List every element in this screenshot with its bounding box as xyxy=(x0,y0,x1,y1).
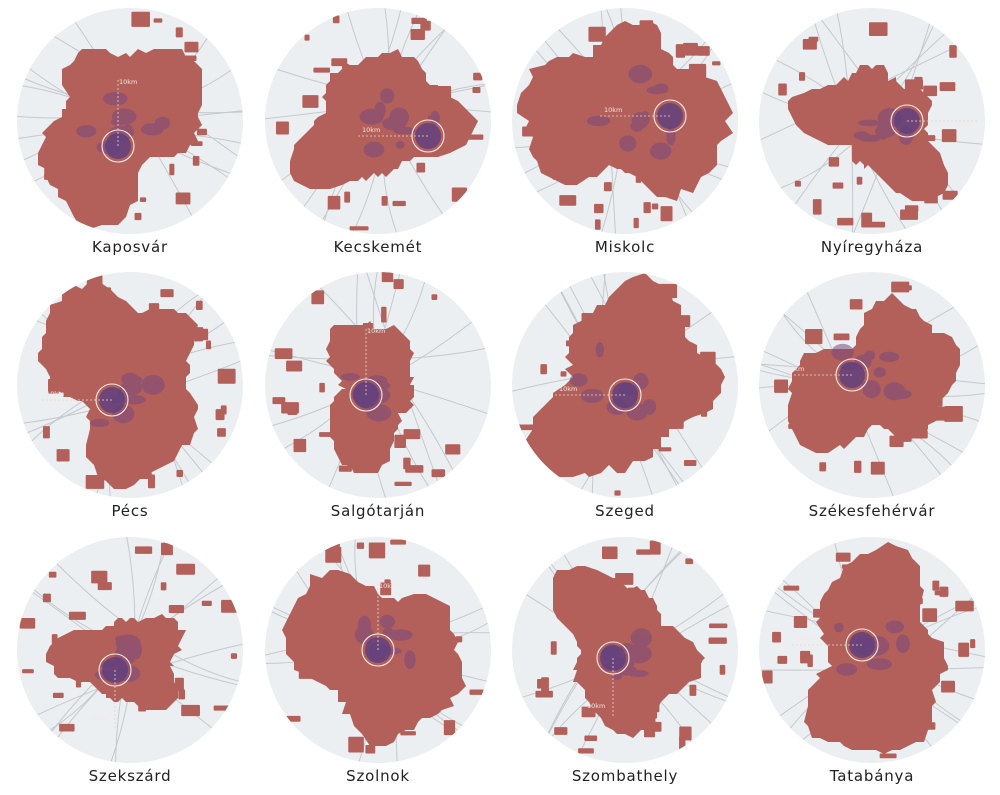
city-map: 10km xyxy=(759,272,985,498)
city-name-label: Salgótarján xyxy=(330,502,426,520)
center-ring xyxy=(349,378,383,412)
scale-label: 10km xyxy=(796,635,814,643)
center-ring xyxy=(596,641,630,675)
city-name-label: Pécs xyxy=(111,502,149,520)
scale-label: 10km xyxy=(379,582,397,590)
city-name-label: Tatabánya xyxy=(829,767,915,785)
city-map-card: 10km Szolnok xyxy=(258,537,498,792)
city-name-label: Szeged xyxy=(595,502,655,520)
scale-label: 10km xyxy=(786,365,804,373)
center-ring xyxy=(411,119,445,153)
center-ring xyxy=(98,653,132,687)
density-hotspots xyxy=(586,64,676,160)
settlement-patches xyxy=(778,22,958,228)
urban-area xyxy=(290,49,478,189)
city-name-label: Szolnok xyxy=(346,767,410,785)
center-ring xyxy=(361,633,395,667)
city-map-card: 10km Szombathely xyxy=(505,537,745,792)
center-ring xyxy=(835,358,869,392)
city-name-label: Miskolc xyxy=(594,238,656,256)
center-ring xyxy=(95,383,129,417)
city-map: 10km xyxy=(265,537,491,763)
city-map-card: 10km Salgótarján xyxy=(258,272,498,527)
density-hotspots xyxy=(359,88,441,158)
center-ring xyxy=(101,129,135,163)
scale-label: 10km xyxy=(46,390,64,398)
city-map: 10km xyxy=(512,272,738,498)
city-map-card: 10km Szeged xyxy=(505,272,745,527)
urban-area xyxy=(525,273,725,477)
city-map: 10km xyxy=(512,8,738,234)
city-name-label: Székesfehérvár xyxy=(808,502,936,520)
center-ring xyxy=(653,99,687,133)
center-ring xyxy=(845,628,879,662)
scale-label: 10km xyxy=(89,714,107,722)
urban-area xyxy=(788,65,948,201)
center-ring xyxy=(608,378,642,412)
center-ring xyxy=(890,104,924,138)
city-map: 10km xyxy=(759,537,985,763)
city-map-card: 10km Pécs xyxy=(10,272,250,527)
city-name-label: Nyíregyháza xyxy=(820,238,924,256)
city-map-card: 10km Nyíregyháza xyxy=(752,8,992,263)
urban-area xyxy=(517,21,733,201)
scale-label: 10km xyxy=(362,126,380,134)
city-map: 10km xyxy=(17,272,243,498)
city-map-card: 10km Tatabánya xyxy=(752,537,992,792)
city-map-card: 10km Szekszárd xyxy=(10,537,250,792)
scale-label: 10km xyxy=(367,327,385,335)
city-name-label: Kecskemét xyxy=(333,238,423,256)
scale-label: 10km xyxy=(604,106,622,114)
city-name-label: Kaposvár xyxy=(92,238,168,256)
city-map: 10km xyxy=(265,272,491,498)
scale-label: 10km xyxy=(559,385,577,393)
city-map: 10km xyxy=(512,537,738,763)
city-name-label: Szombathely xyxy=(571,767,679,785)
city-map: 10km xyxy=(265,8,491,234)
city-name-label: Szekszárd xyxy=(88,767,172,785)
city-map-card: 10km Székesfehérvár xyxy=(752,272,992,527)
city-map-card: 10km Kaposvár xyxy=(10,8,250,263)
city-map-card: 10km Miskolc xyxy=(505,8,745,263)
scale-label: 10km xyxy=(587,702,605,710)
city-map: 10km xyxy=(759,8,985,234)
scale-label: 10km xyxy=(119,78,137,86)
city-map-card: 10km Kecskemét xyxy=(258,8,498,263)
city-map: 10km xyxy=(17,8,243,234)
city-map: 10km xyxy=(17,537,243,763)
scale-label: 10km xyxy=(953,121,971,129)
